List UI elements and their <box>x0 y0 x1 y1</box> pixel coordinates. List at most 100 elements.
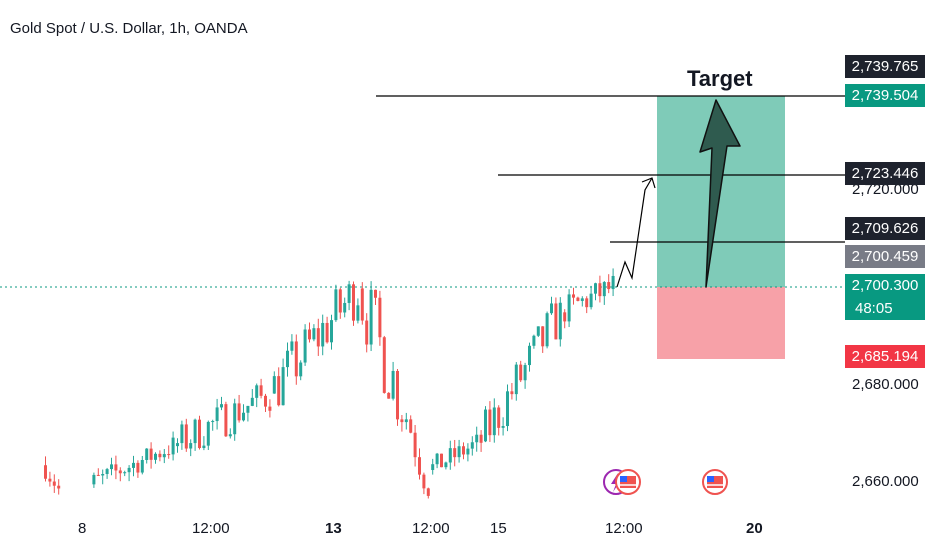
candle-body <box>338 289 342 313</box>
candle-body <box>558 302 562 340</box>
candle-body <box>580 298 584 301</box>
candle-body <box>334 289 338 321</box>
candle-body <box>286 350 289 368</box>
candle-body <box>211 421 215 423</box>
candle-body <box>193 419 197 444</box>
candle-body <box>343 302 347 313</box>
candle-body <box>506 391 509 427</box>
candle-body <box>404 419 408 423</box>
candle-body <box>180 424 184 444</box>
candle-body <box>184 424 188 449</box>
candle-body <box>268 406 272 411</box>
candle-body <box>585 298 589 308</box>
candle-body <box>563 312 567 322</box>
countdown-tag: 48:05 <box>845 297 925 320</box>
candle-body <box>105 469 109 475</box>
candle-body <box>594 283 597 294</box>
price-tag-2723446: 2,723.446 <box>845 162 925 185</box>
candle-body <box>598 283 602 297</box>
candle-body <box>114 464 118 471</box>
candle-body <box>140 459 144 473</box>
candle-body <box>444 462 448 468</box>
candle-body <box>281 367 285 406</box>
candle-body <box>127 467 131 473</box>
candle-body <box>264 395 267 407</box>
candle-body <box>453 448 457 458</box>
candle-body <box>374 289 377 298</box>
candle-body <box>387 392 391 399</box>
candle-body <box>224 404 228 437</box>
event-icons[interactable] <box>603 469 728 495</box>
candle-body <box>360 288 364 321</box>
candle-body <box>382 337 386 393</box>
candle-body <box>308 329 311 340</box>
candle-body <box>171 437 175 455</box>
candle-body <box>48 478 52 482</box>
candle-body <box>391 370 395 399</box>
candle-body <box>167 454 171 456</box>
candle-body <box>589 293 593 308</box>
candle-body <box>202 445 206 449</box>
candle-body <box>189 443 193 449</box>
candle-body <box>448 448 452 463</box>
candle-body <box>118 470 122 474</box>
candle-body <box>462 446 465 455</box>
candle-body <box>501 426 505 428</box>
candle-body <box>528 345 531 366</box>
candle-body <box>242 412 245 421</box>
candle-body <box>532 335 536 346</box>
candle-body <box>519 364 523 381</box>
candle-body <box>484 409 487 442</box>
candle-body <box>96 474 100 476</box>
loss-zone <box>657 287 785 359</box>
x-tick-label: 8 <box>78 520 86 537</box>
candle-body <box>220 404 223 408</box>
candle-body <box>149 448 153 460</box>
candle-body <box>409 419 413 433</box>
price-tag-current: 2,700.300 <box>845 274 925 297</box>
x-tick-label: 20 <box>746 520 763 537</box>
candle-body <box>228 434 232 437</box>
candle-body <box>101 474 105 476</box>
candle-body <box>44 465 47 479</box>
candle-body <box>123 472 127 474</box>
target-arrow-icon <box>699 99 741 288</box>
candle-body <box>321 322 325 347</box>
candle-body <box>145 448 149 460</box>
candle-body <box>466 448 470 455</box>
candle-body <box>57 485 61 489</box>
price-tag-2739504: 2,739.504 <box>845 84 925 107</box>
candle-body <box>602 282 606 297</box>
candle-body <box>312 328 316 340</box>
candle-body <box>176 443 179 447</box>
candle-body <box>246 405 250 413</box>
candle-body <box>492 407 496 436</box>
candle-body <box>567 294 571 322</box>
x-tick-label: 12:00 <box>605 520 643 537</box>
candle-body <box>294 341 298 377</box>
candle-body <box>162 454 166 458</box>
candle-body <box>396 370 399 420</box>
candle-body <box>611 275 615 290</box>
y-tick-label: 2,660.000 <box>852 473 919 490</box>
candle-body <box>435 453 439 465</box>
candle-body <box>400 419 404 423</box>
candle-body <box>479 434 483 443</box>
candle-body <box>488 409 492 436</box>
chart-title: Gold Spot / U.S. Dollar, 1h, OANDA <box>10 20 248 37</box>
candle-body <box>316 328 320 347</box>
candle-body <box>330 320 333 343</box>
candle-body <box>303 329 307 363</box>
candle-body <box>550 303 553 314</box>
candle-body <box>259 385 263 396</box>
candle-body <box>206 421 210 446</box>
candle-body <box>352 284 355 321</box>
candle-body <box>523 365 527 381</box>
candle-body <box>497 407 501 428</box>
candle-body <box>290 341 294 351</box>
candle-body <box>347 284 351 303</box>
x-tick-label: 13 <box>325 520 342 537</box>
candle-body <box>272 376 276 394</box>
candle-body <box>52 481 56 486</box>
